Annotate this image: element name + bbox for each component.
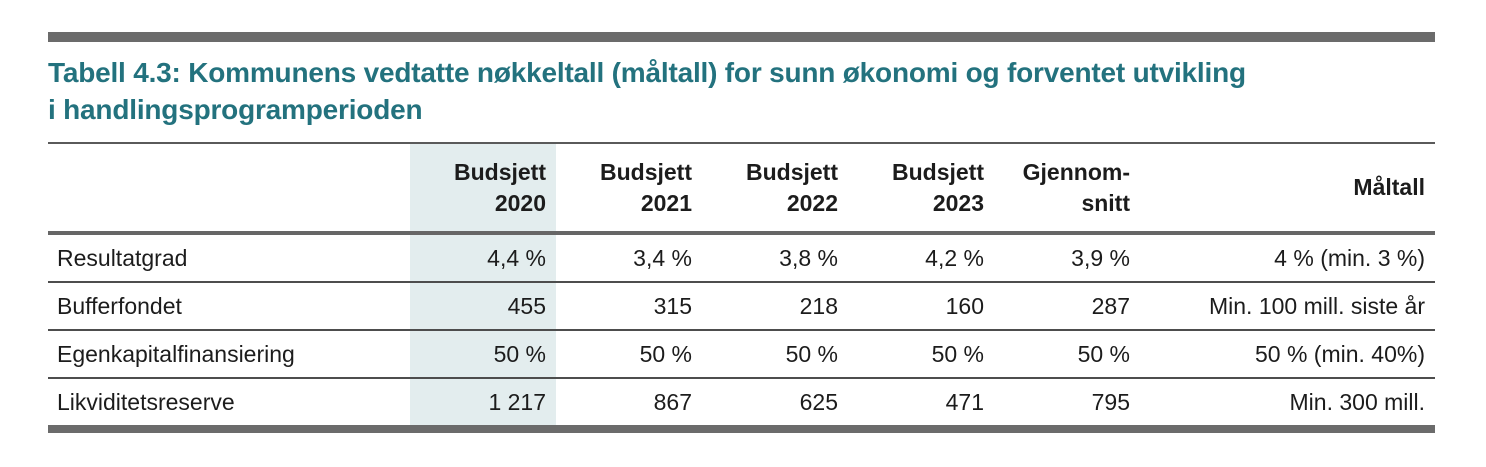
column-header-budsjett-2023: Budsjett 2023 xyxy=(848,143,994,235)
header-row: Budsjett 2020 Budsjett 2021 Budsjett 202… xyxy=(48,143,1435,235)
cell-value: 4,2 % xyxy=(848,233,994,283)
column-header-line: 2020 xyxy=(494,189,546,216)
column-header-empty xyxy=(48,143,410,235)
table-row-resultatgrad: Resultatgrad 4,4 % 3,4 % 3,8 % 4,2 % 3,9… xyxy=(48,233,1435,283)
column-header-line: Måltall xyxy=(1353,174,1425,200)
key-figures-table: Budsjett 2020 Budsjett 2021 Budsjett 202… xyxy=(48,142,1435,425)
cell-value: 160 xyxy=(848,282,994,331)
column-header-budsjett-2021: Budsjett 2021 xyxy=(556,143,702,235)
table-caption-line1: Tabell 4.3: Kommunens vedtatte nøkkeltal… xyxy=(48,57,1246,88)
column-header-line: Budsjett xyxy=(600,158,692,185)
column-header-maltall: Måltall xyxy=(1140,143,1435,235)
cell-value: 287 xyxy=(994,282,1140,331)
cell-value: 455 xyxy=(410,282,556,331)
cell-value: 1 217 xyxy=(410,378,556,425)
cell-value: 625 xyxy=(799,388,838,415)
table-caption: Tabell 4.3: Kommunens vedtatte nøkkeltal… xyxy=(48,54,1435,128)
bottom-divider-bar xyxy=(48,425,1435,433)
cell-value: 4,4 % xyxy=(410,233,556,283)
cell-target: 50 % (min. 40%) xyxy=(1140,330,1435,379)
column-header-budsjett-2020: Budsjett 2020 xyxy=(410,143,556,235)
row-label: Resultatgrad xyxy=(48,233,410,283)
cell-target: 4 % (min. 3 %) xyxy=(1140,233,1435,283)
column-header-line: Budsjett xyxy=(892,158,984,185)
cell-target: Min. 300 mill. xyxy=(1289,388,1425,415)
cell-value: 471 xyxy=(945,388,984,415)
cell-value: 795 xyxy=(1091,388,1130,415)
cell-value: 3,8 % xyxy=(702,233,848,283)
table-row-bufferfondet: Bufferfondet 455 315 218 160 287 Min. 10… xyxy=(48,282,1435,331)
row-label: Egenkapitalfinansiering xyxy=(48,330,410,379)
column-header-gjennomsnitt: Gjennom- snitt xyxy=(994,143,1140,235)
column-header-line: Budsjett xyxy=(454,158,546,185)
cell-value: 867 xyxy=(653,388,692,415)
cell-value: 50 % xyxy=(848,330,994,379)
cell-value: 50 % xyxy=(410,330,556,379)
row-label: Bufferfondet xyxy=(48,282,410,331)
column-header-budsjett-2022: Budsjett 2022 xyxy=(702,143,848,235)
column-header-line: 2022 xyxy=(786,189,838,216)
page-content: Tabell 4.3: Kommunens vedtatte nøkkeltal… xyxy=(48,0,1435,433)
table-caption-line2: i handlingsprogramperioden xyxy=(48,94,423,125)
column-header-line: 2023 xyxy=(932,189,984,216)
cell-value: 315 xyxy=(556,282,702,331)
column-header-line: 2021 xyxy=(640,189,692,216)
cell-value: 50 % xyxy=(702,330,848,379)
row-label: Likviditetsreserve xyxy=(57,388,235,415)
cell-target: Min. 100 mill. siste år xyxy=(1140,282,1435,331)
top-divider-bar xyxy=(48,32,1435,42)
cell-value: 218 xyxy=(702,282,848,331)
table-row-egenkapitalfinansiering: Egenkapitalfinansiering 50 % 50 % 50 % 5… xyxy=(48,330,1435,379)
table-row-likviditetsreserve: Likviditetsreserve 1 217 867 625 471 795… xyxy=(48,378,1435,425)
cell-value: 50 % xyxy=(994,330,1140,379)
cell-value: 50 % xyxy=(556,330,702,379)
column-header-line: Budsjett xyxy=(746,158,838,185)
column-header-line: snitt xyxy=(1081,189,1130,216)
cell-value: 3,9 % xyxy=(994,233,1140,283)
column-header-line: Gjennom- xyxy=(1022,158,1130,185)
cell-value: 3,4 % xyxy=(556,233,702,283)
